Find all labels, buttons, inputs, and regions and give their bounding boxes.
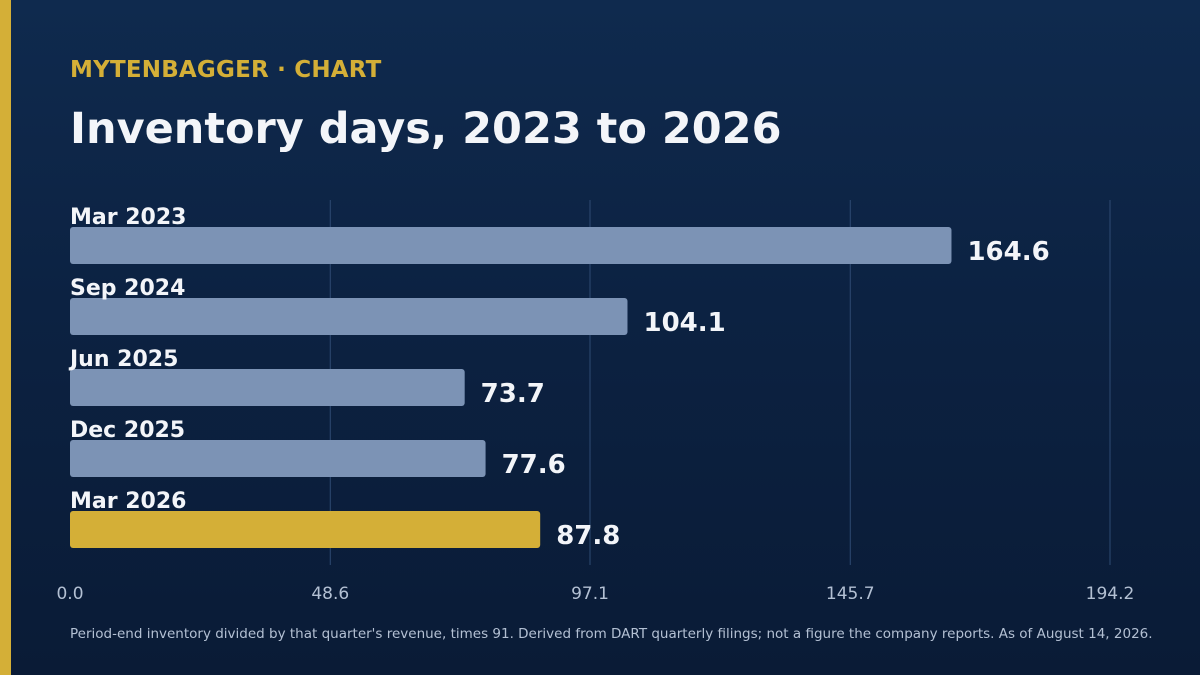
x-tick-label: 145.7 [826, 584, 875, 604]
x-tick-label: 194.2 [1086, 584, 1135, 604]
category-label: Sep 2024 [70, 276, 185, 301]
bar [70, 298, 628, 335]
category-label: Mar 2023 [70, 205, 186, 230]
bar [70, 369, 465, 406]
category-label: Mar 2026 [70, 489, 186, 514]
brand-label: MYTENBAGGER · CHART [70, 57, 382, 83]
value-label: 87.8 [556, 521, 620, 551]
chart-title: Inventory days, 2023 to 2026 [70, 104, 782, 154]
bar [70, 227, 952, 264]
value-label: 104.1 [643, 308, 725, 338]
footnote: Period-end inventory divided by that qua… [70, 626, 1153, 642]
labels: 0.0 48.6 97.1 145.7 194.2 Mar 2023 164.6 Sep 20… [56, 205, 1134, 604]
category-label: Dec 2025 [70, 418, 185, 443]
value-label: 73.7 [481, 379, 545, 409]
x-tick-label: 0.0 [56, 584, 83, 604]
x-tick-label: 48.6 [311, 584, 349, 604]
value-label: 77.6 [502, 450, 566, 480]
accent-stripe [0, 0, 11, 675]
highlight-bar [70, 511, 541, 548]
x-tick-label: 97.1 [571, 584, 609, 604]
bar [70, 440, 486, 477]
value-label: 164.6 [967, 237, 1049, 267]
bars [70, 227, 952, 548]
category-label: Jun 2025 [68, 347, 178, 372]
